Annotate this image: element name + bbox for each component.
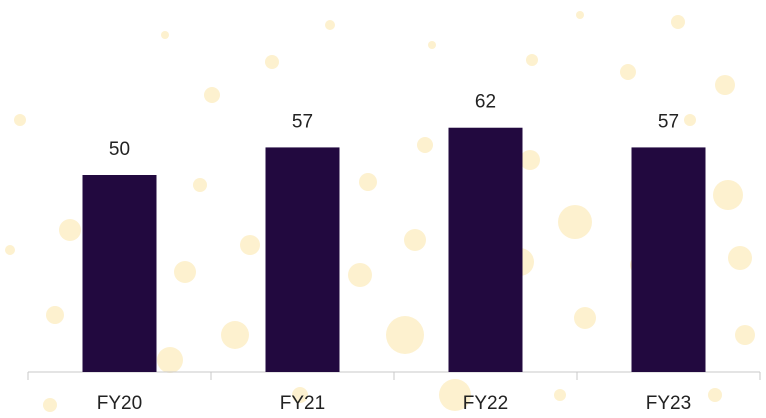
bar <box>631 147 706 372</box>
dot <box>428 41 436 49</box>
dot <box>404 229 426 251</box>
dot <box>348 263 372 287</box>
value-label: 50 <box>109 139 130 160</box>
background-dots <box>5 11 755 412</box>
dot <box>574 307 596 329</box>
bar <box>265 147 340 372</box>
dot <box>558 205 592 239</box>
dot <box>204 87 220 103</box>
dot <box>526 54 538 66</box>
dot <box>715 75 735 95</box>
value-label: 62 <box>475 92 496 113</box>
dot <box>554 389 566 401</box>
dot <box>240 235 260 255</box>
dot <box>417 137 433 153</box>
dot <box>14 114 26 126</box>
dot <box>713 180 743 210</box>
dot <box>161 31 169 39</box>
bar <box>82 175 157 372</box>
dot <box>43 398 57 412</box>
dot <box>684 114 696 126</box>
dot <box>292 387 308 403</box>
dot <box>735 325 755 345</box>
dot <box>439 379 471 411</box>
dot <box>671 15 685 29</box>
dot <box>359 173 377 191</box>
x-tick-label: FY21 <box>280 393 325 414</box>
dot <box>157 347 183 373</box>
dot <box>193 178 207 192</box>
x-tick-label: FY22 <box>463 393 508 414</box>
dot <box>708 388 722 402</box>
dot <box>221 321 249 349</box>
dot <box>728 246 752 270</box>
dot <box>265 55 279 69</box>
value-label: 57 <box>292 111 313 132</box>
bar <box>448 127 523 372</box>
x-tick-label: FY23 <box>646 393 691 414</box>
dot <box>620 64 636 80</box>
dot <box>325 20 335 30</box>
dot <box>46 306 64 324</box>
dot <box>5 245 15 255</box>
dot <box>386 316 424 354</box>
value-label: 57 <box>658 111 679 132</box>
x-tick-label: FY20 <box>97 393 142 414</box>
dot <box>174 261 196 283</box>
dot <box>576 11 584 19</box>
dot <box>59 219 81 241</box>
dot <box>520 150 540 170</box>
